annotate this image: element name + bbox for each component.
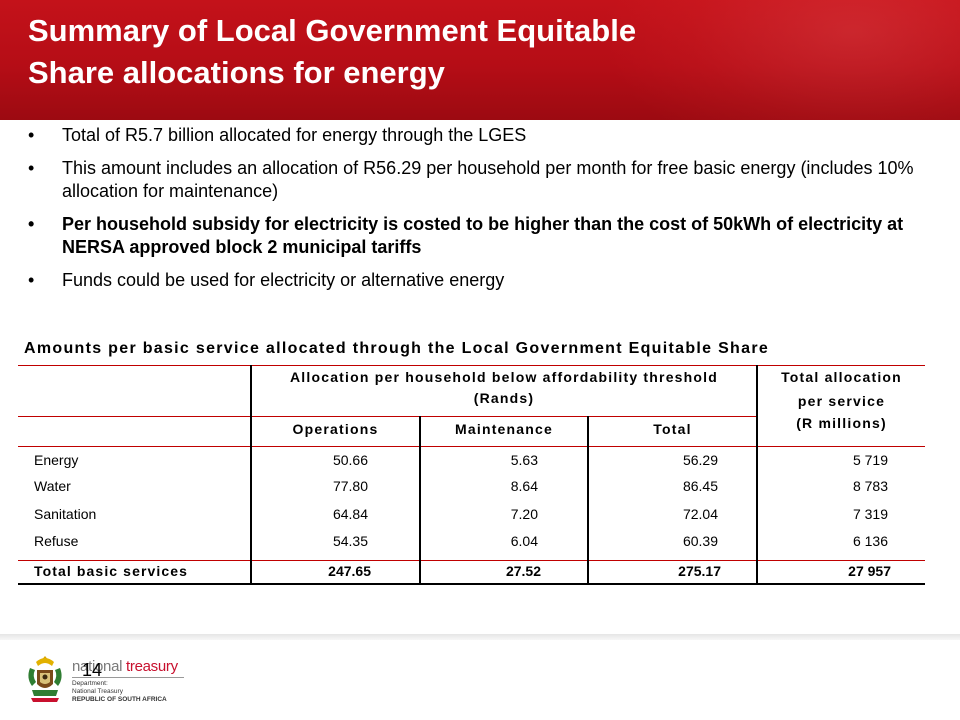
footer-divider	[0, 634, 960, 640]
group-header-line-2: (Rands)	[473, 390, 535, 406]
cell-maintenance: 6.04	[510, 533, 538, 549]
table-top-rule	[18, 365, 925, 366]
cell-maintenance: 7.20	[510, 506, 538, 522]
bullet-item: • Funds could be used for electricity or…	[26, 269, 936, 292]
bullet-text: Total of R5.7 billion allocated for ener…	[62, 125, 527, 145]
cell-allocation: 5 719	[852, 452, 888, 468]
header-bottom-rule	[18, 446, 925, 447]
cell-maintenance-total: 27.52	[505, 563, 541, 579]
coat-of-arms-icon	[28, 656, 62, 702]
cell-maintenance: 5.63	[510, 452, 538, 468]
row-label-water: Water	[34, 478, 71, 494]
row-label-sanitation: Sanitation	[34, 506, 97, 522]
col-divider-4	[756, 365, 758, 585]
cell-operations-total: 247.65	[328, 563, 371, 579]
subheader-operations: Operations	[292, 421, 379, 437]
row-label-energy: Energy	[34, 452, 79, 468]
total-header-line-1: Total allocation	[781, 369, 902, 385]
cell-total: 60.39	[682, 533, 718, 549]
subheader-total: Total	[653, 421, 692, 437]
total-row-top-rule	[18, 560, 925, 561]
logo-rule	[72, 677, 184, 678]
treasury-logo-name: national treasury	[72, 658, 184, 675]
col-divider-2	[419, 416, 421, 585]
group-header-line-1: Allocation per household below affordabi…	[289, 369, 719, 385]
bullet-item: • Total of R5.7 billion allocated for en…	[26, 124, 936, 147]
slide-title-line-2: Share allocations for energy	[28, 55, 445, 90]
bullet-text: This amount includes an allocation of R5…	[62, 158, 914, 201]
bullet-text: Funds could be used for electricity or a…	[62, 270, 505, 290]
cell-operations: 50.66	[332, 452, 368, 468]
row-label-refuse: Refuse	[34, 533, 79, 549]
col-divider-1	[250, 365, 252, 585]
logo-republic-line: REPUBLIC OF SOUTH AFRICA	[72, 696, 167, 703]
slide-title-line-1: Summary of Local Government Equitable	[28, 13, 637, 48]
cell-allocation: 8 783	[852, 478, 888, 494]
cell-total-total: 275.17	[678, 563, 721, 579]
table-caption: Amounts per basic service allocated thro…	[24, 340, 770, 357]
logo-name-treasury: treasury	[122, 658, 178, 675]
bullet-dot: •	[28, 125, 35, 145]
col-divider-3	[587, 416, 589, 585]
treasury-logo: national treasury Department: National T…	[72, 658, 184, 704]
logo-national-treasury-line: National Treasury	[72, 688, 123, 695]
logo-department-line: Department:	[72, 680, 108, 687]
bullet-item: • Per household subsidy for electricity …	[26, 213, 936, 259]
subheader-maintenance: Maintenance	[455, 421, 553, 437]
banner-glow	[600, 0, 960, 120]
bullet-text: Per household subsidy for electricity is…	[62, 214, 904, 257]
logo-name-national: national	[72, 658, 123, 675]
header-divider-rule	[18, 416, 758, 417]
cell-allocation: 6 136	[852, 533, 888, 549]
cell-allocation-total: 27 957	[848, 563, 891, 579]
cell-maintenance: 8.64	[510, 478, 538, 494]
total-header-line-3: (R millions)	[796, 415, 887, 431]
bullet-dot: •	[28, 270, 35, 290]
allocation-table: Allocation per household below affordabi…	[18, 360, 925, 588]
row-label-total: Total basic services	[34, 563, 189, 579]
cell-operations: 54.35	[332, 533, 368, 549]
cell-operations: 64.84	[332, 506, 368, 522]
total-header-line-2: per service	[797, 393, 886, 409]
cell-total: 86.45	[682, 478, 718, 494]
cell-total: 56.29	[682, 452, 718, 468]
cell-operations: 77.80	[332, 478, 368, 494]
bullet-list: • Total of R5.7 billion allocated for en…	[26, 124, 936, 302]
cell-allocation: 7 319	[852, 506, 888, 522]
bullet-item: • This amount includes an allocation of …	[26, 157, 936, 203]
title-banner: Summary of Local Government Equitable Sh…	[0, 0, 960, 120]
bullet-dot: •	[28, 214, 35, 234]
slide-title: Summary of Local Government Equitable Sh…	[28, 10, 928, 94]
cell-total: 72.04	[682, 506, 718, 522]
bullet-dot: •	[28, 158, 35, 178]
table-bottom-rule	[18, 583, 925, 585]
page-number: 14	[82, 660, 103, 680]
